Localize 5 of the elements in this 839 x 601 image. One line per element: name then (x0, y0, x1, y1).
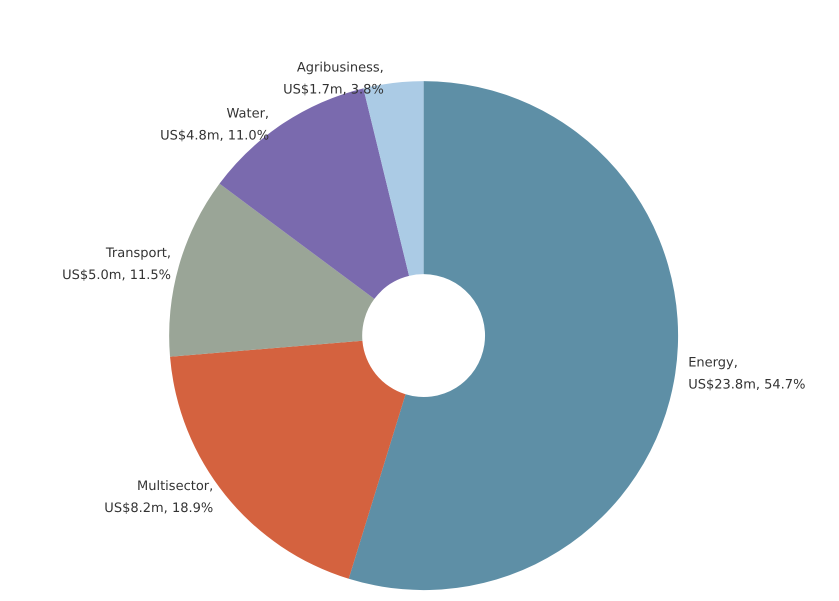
slice-label: Multisector, US$8.2m, 18.9% (104, 479, 214, 516)
slice-label: Water, US$4.8m, 11.0% (160, 106, 270, 144)
slice-label: Agribusiness, US$1.7m, 3.8% (283, 60, 384, 98)
slice-label: Energy, US$23.8m, 54.7% (688, 356, 806, 393)
slice-label: Transport, US$5.0m, 11.5% (62, 246, 172, 284)
